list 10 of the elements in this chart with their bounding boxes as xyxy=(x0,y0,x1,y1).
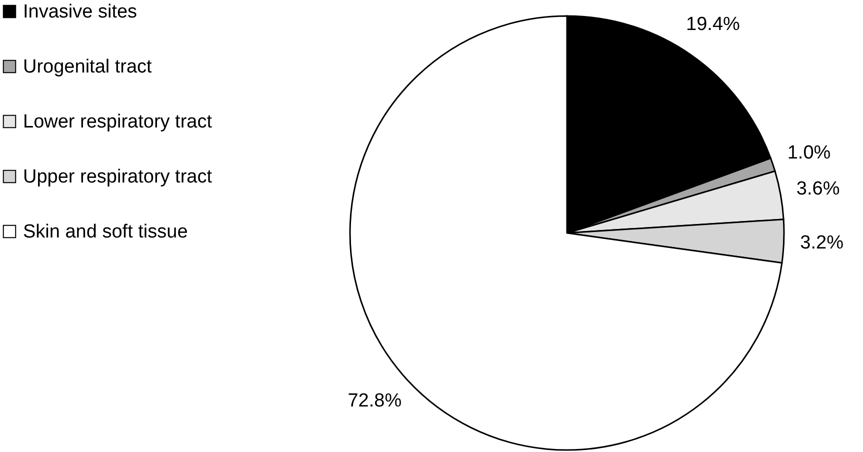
data-label: 72.8% xyxy=(348,390,402,412)
legend-label: Skin and soft tissue xyxy=(23,222,188,242)
legend-label: Lower respiratory tract xyxy=(23,112,213,132)
data-label: 3.6% xyxy=(796,178,840,200)
legend-label: Invasive sites xyxy=(23,2,138,22)
data-label: 1.0% xyxy=(787,142,831,164)
legend-label: Urogenital tract xyxy=(23,56,153,78)
data-label: 19.4% xyxy=(686,14,740,35)
data-label: 3.2% xyxy=(800,232,844,254)
legend-label: Upper respiratory tract xyxy=(23,166,213,188)
